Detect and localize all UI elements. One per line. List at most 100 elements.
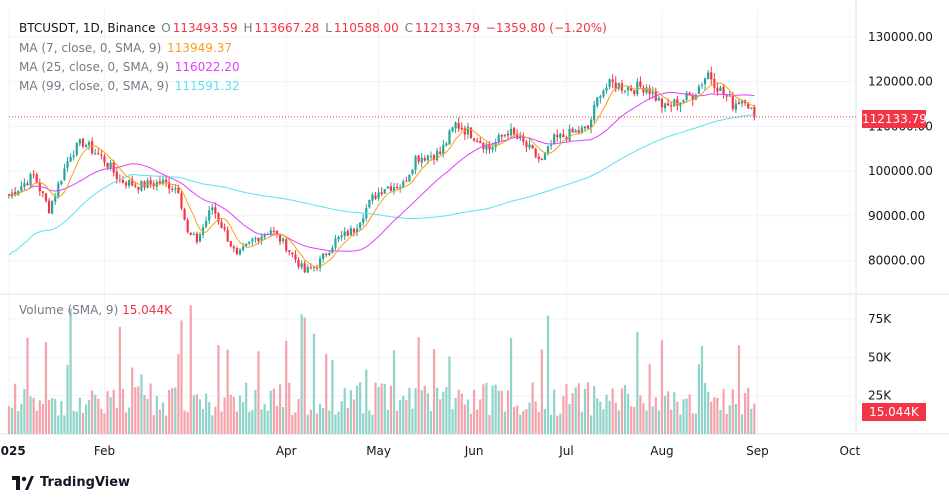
volume-bar xyxy=(112,389,115,434)
volume-bar xyxy=(713,397,716,434)
candle-body xyxy=(186,220,189,233)
volume-bar xyxy=(238,395,242,434)
volume-bar xyxy=(312,333,316,434)
candle-body xyxy=(26,183,29,186)
volume-bar xyxy=(352,399,356,434)
candle-body xyxy=(663,103,667,109)
volume-bar xyxy=(411,408,414,434)
volume-bar xyxy=(420,390,423,434)
volume-bar xyxy=(325,354,328,434)
volume-bar xyxy=(417,337,420,434)
volume-bar xyxy=(263,404,266,434)
volume-bar xyxy=(149,383,152,434)
candle-body xyxy=(44,193,48,201)
candle-body xyxy=(633,90,636,94)
volume-bar xyxy=(383,384,386,434)
volume-legend[interactable]: Volume (SMA, 9) 15.044K xyxy=(19,303,172,317)
candle-body xyxy=(599,96,602,98)
volume-bar xyxy=(408,387,411,434)
candle-body xyxy=(368,199,371,208)
volume-bar xyxy=(235,411,239,434)
ma25-line xyxy=(8,92,755,252)
volume-bar xyxy=(654,397,657,434)
candle-body xyxy=(405,180,408,182)
volume-bar xyxy=(91,390,94,434)
candle-body xyxy=(651,91,654,94)
candle-body xyxy=(442,144,445,155)
volume-bar xyxy=(626,393,630,434)
candle-body xyxy=(149,180,152,185)
candle-body xyxy=(235,247,239,254)
candle-body xyxy=(211,207,214,211)
candle-body xyxy=(703,78,707,85)
candle-body xyxy=(254,238,257,240)
candle-body xyxy=(272,230,275,232)
ma99-line xyxy=(8,114,755,256)
candle-body xyxy=(546,146,550,155)
candle-body xyxy=(725,95,728,97)
volume-bar xyxy=(217,345,220,434)
volume-bar xyxy=(297,399,300,434)
volume-bar xyxy=(303,317,306,434)
volume-bar xyxy=(251,409,254,434)
candle-body xyxy=(728,95,731,97)
candle-body xyxy=(143,181,146,188)
volume-bar xyxy=(272,388,275,434)
candle-body xyxy=(220,221,223,228)
last-price-badge: 112133.79 xyxy=(862,110,927,128)
volume-bar xyxy=(463,404,466,434)
candle-body xyxy=(51,201,54,214)
candle-body xyxy=(386,186,389,189)
volume-bar xyxy=(633,406,636,434)
candle-body xyxy=(346,231,349,236)
candle-body xyxy=(676,99,679,106)
candle-body xyxy=(355,228,359,233)
candle-body xyxy=(205,220,208,227)
volume-bar xyxy=(315,413,319,434)
volume-bar xyxy=(60,401,63,434)
volume-bar xyxy=(636,331,639,434)
candle-body xyxy=(479,141,482,144)
volume-bar xyxy=(260,409,263,434)
candle-body xyxy=(466,126,470,135)
volume-bar xyxy=(269,390,272,434)
candle-body xyxy=(278,233,282,242)
candle-body xyxy=(72,155,75,158)
volume-bar xyxy=(667,391,670,434)
candle-body xyxy=(383,189,386,194)
ma7-legend[interactable]: MA (7, close, 0, SMA, 9) 113949.37 xyxy=(19,40,234,56)
candle-body xyxy=(352,228,356,233)
last-volume-badge: 15.044K xyxy=(862,403,926,421)
candle-body xyxy=(241,246,245,251)
volume-bar xyxy=(694,413,697,434)
candle-body xyxy=(639,81,642,87)
candle-body xyxy=(549,144,553,146)
volume-bar xyxy=(84,404,88,434)
ma25-legend[interactable]: MA (25, close, 0, SMA, 9) 116022.20 xyxy=(19,59,242,75)
volume-bar xyxy=(537,411,540,434)
tradingview-logo[interactable]: TradingView xyxy=(12,475,130,490)
candle-body xyxy=(519,136,522,139)
volume-bar xyxy=(23,388,26,434)
candle-body xyxy=(97,153,100,155)
candle-body xyxy=(158,181,162,184)
candle-body xyxy=(562,134,565,138)
candle-body xyxy=(331,247,334,253)
volume-bar xyxy=(586,382,590,434)
candle-body xyxy=(716,87,719,92)
candle-body xyxy=(620,83,624,91)
volume-bar xyxy=(211,415,214,434)
volume-bar xyxy=(476,409,479,434)
volume-bar xyxy=(282,407,285,434)
ma99-legend[interactable]: MA (99, close, 0, SMA, 9) 111591.32 xyxy=(19,78,242,94)
volume-bar xyxy=(500,390,503,434)
volume-bar xyxy=(54,399,57,434)
ma25-label: MA (25, close, 0, SMA, 9) xyxy=(19,60,169,74)
candle-body xyxy=(285,239,288,251)
volume-bar xyxy=(57,415,60,434)
candle-body xyxy=(168,182,171,189)
volume-bar xyxy=(719,410,722,434)
candle-body xyxy=(17,190,20,195)
candle-body xyxy=(509,128,513,136)
